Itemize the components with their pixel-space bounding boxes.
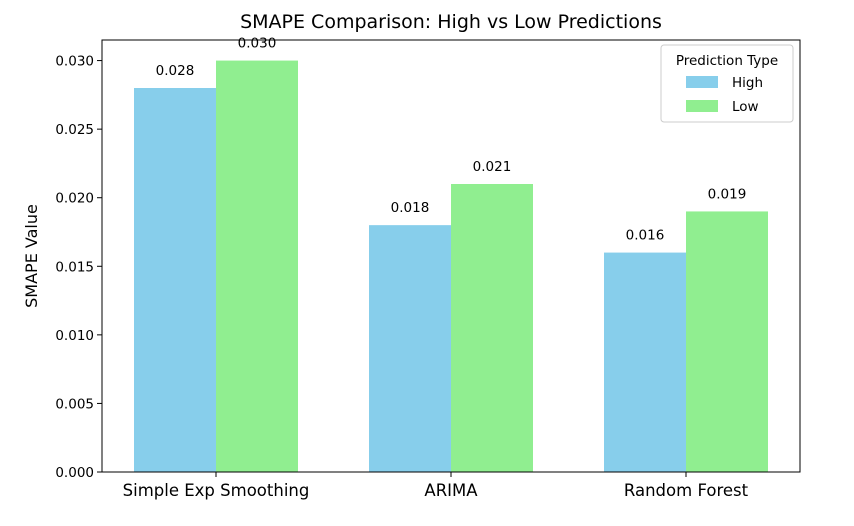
bar-low-0	[216, 60, 298, 472]
y-ticks: 0.000 0.005 0.010 0.015 0.020 0.025 0.030	[55, 54, 102, 481]
data-label: 0.030	[238, 36, 277, 52]
bar-high-1	[369, 225, 451, 472]
bars-layer	[134, 60, 768, 472]
y-tick-label: 0.005	[55, 396, 94, 412]
y-tick-label: 0.025	[55, 122, 94, 138]
data-label: 0.018	[391, 200, 430, 216]
chart-title: SMAPE Comparison: High vs Low Prediction…	[240, 11, 662, 33]
legend: Prediction Type High Low	[660, 44, 794, 123]
y-tick-label: 0.010	[55, 328, 94, 344]
bar-low-1	[451, 184, 533, 472]
y-tick-label: 0.015	[55, 259, 94, 275]
bar-high-0	[134, 88, 216, 472]
x-tick-label: ARIMA	[424, 481, 478, 500]
legend-swatch-low	[686, 100, 718, 112]
y-tick-label: 0.000	[55, 465, 94, 481]
legend-label-high: High	[732, 75, 763, 91]
bar-low-2	[686, 211, 768, 472]
x-tick-label: Simple Exp Smoothing	[123, 481, 310, 500]
y-tick-label: 0.020	[55, 191, 94, 207]
x-tick-label: Random Forest	[624, 481, 749, 500]
x-ticks: Simple Exp Smoothing ARIMA Random Forest	[123, 472, 749, 500]
data-label: 0.016	[626, 228, 665, 244]
data-label: 0.028	[156, 63, 195, 79]
y-tick-label: 0.030	[55, 54, 94, 70]
legend-title: Prediction Type	[676, 53, 778, 69]
legend-items: High Low	[686, 75, 763, 115]
data-label: 0.021	[473, 159, 512, 175]
y-axis-label: SMAPE Value	[22, 204, 41, 308]
bar-high-2	[604, 252, 686, 472]
plot-frame	[101, 39, 801, 473]
legend-swatch-high	[686, 76, 718, 88]
data-label: 0.019	[708, 186, 747, 202]
legend-label-low: Low	[732, 99, 759, 115]
